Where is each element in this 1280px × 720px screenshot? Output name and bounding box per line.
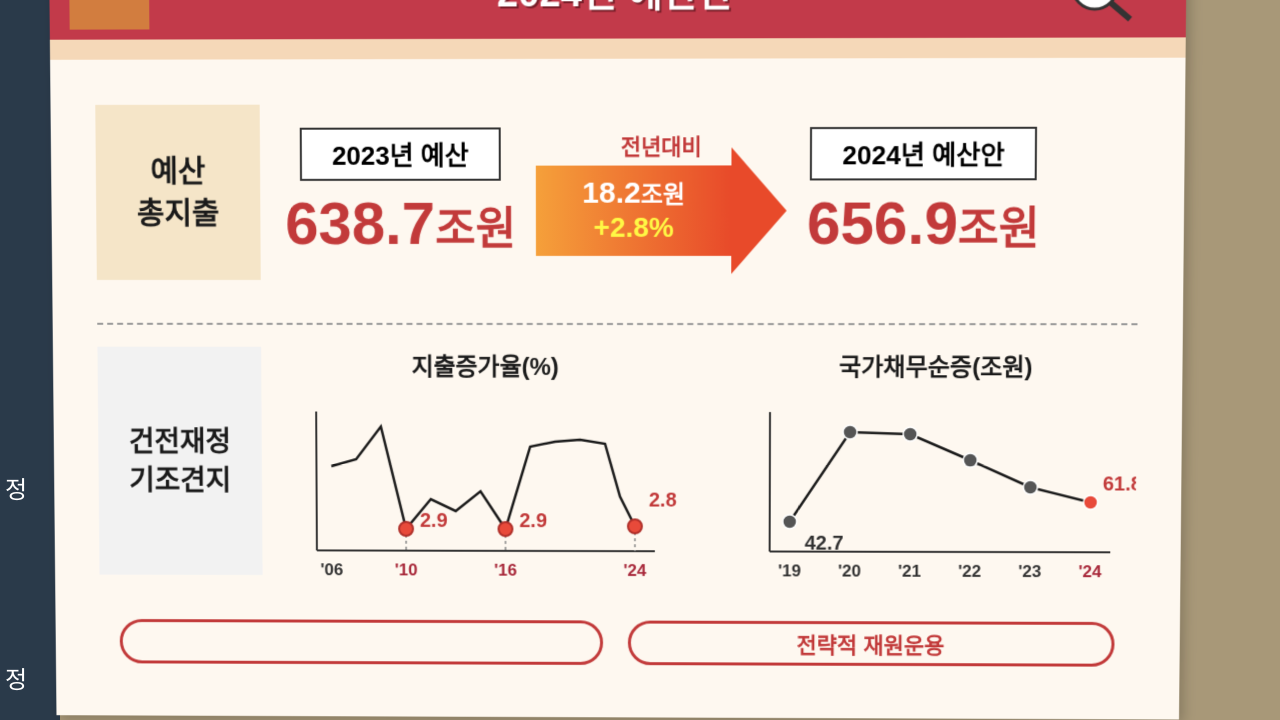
chart1-title: 지출증가율(%) <box>286 347 685 382</box>
poster-board: 2024년 예산안 예산 총지출 2023년 예산 638.7조원 전년대비 <box>49 0 1186 720</box>
bottom-box-1 <box>120 619 603 665</box>
svg-text:42.7: 42.7 <box>805 533 844 555</box>
svg-text:'10: '10 <box>395 561 418 580</box>
budget-2023-box: 2023년 예산 638.7조원 <box>285 127 516 258</box>
chart-expenditure-growth: 지출증가율(%) 2.9 2.9 2.8 '06 '10 '16 '24 <box>286 347 685 596</box>
arrow-head-icon <box>731 147 787 274</box>
section2-label: 건전재정 기조견지 <box>97 347 262 575</box>
chart2-title: 국가채무순증(조원) <box>735 347 1137 382</box>
svg-text:'21: '21 <box>898 562 921 581</box>
header-title: 2024년 예산안 <box>497 0 733 18</box>
svg-text:'24: '24 <box>623 561 646 580</box>
arrow-body: 18.2조원 +2.8% <box>536 165 732 255</box>
svg-text:'20: '20 <box>838 562 861 581</box>
arrow-percent: +2.8% <box>593 211 673 243</box>
svg-text:'06: '06 <box>320 560 343 579</box>
svg-text:'23: '23 <box>1018 562 1041 581</box>
header-band: 2024년 예산안 <box>49 0 1186 40</box>
svg-text:2.9: 2.9 <box>519 510 547 532</box>
bottom-category-boxes: 전략적 재원운용 <box>100 619 1135 667</box>
section-budget-total: 예산 총지출 2023년 예산 638.7조원 전년대비 18.2조원 +2.8… <box>95 88 1140 295</box>
charts-container: 지출증가율(%) 2.9 2.9 2.8 '06 '10 '16 '24 국가채무순증(조원… <box>286 347 1137 597</box>
bg-side-text-2: 정 <box>5 660 27 695</box>
svg-text:61.8: 61.8 <box>1103 473 1137 495</box>
svg-text:'16: '16 <box>494 561 517 580</box>
budget-2023-title: 2023년 예산 <box>300 127 501 180</box>
torn-edge-decoration <box>50 37 1186 59</box>
budget-2024-value: 656.9조원 <box>807 188 1040 258</box>
header-deco-buildings-icon <box>69 0 149 30</box>
budget-2024-box: 2024년 예산안 656.9조원 <box>807 126 1041 257</box>
arrow-amount: 18.2조원 <box>582 177 685 212</box>
svg-text:2.9: 2.9 <box>420 510 448 532</box>
chart-national-debt: 국가채무순증(조원) 42.7 61.8 '19 '20 '21 '22 '23 '24 <box>735 347 1138 597</box>
comparison-arrow: 전년대비 18.2조원 +2.8% <box>536 129 787 256</box>
svg-text:'19: '19 <box>778 561 801 580</box>
section-divider <box>97 323 1137 325</box>
budget-2024-title: 2024년 예산안 <box>810 126 1037 180</box>
section1-content: 2023년 예산 638.7조원 전년대비 18.2조원 +2.8% <box>285 126 1140 257</box>
chart1-svg: 2.9 2.9 2.8 '06 '10 '16 '24 <box>286 392 685 591</box>
section-fiscal-stance: 건전재정 기조견지 지출증가율(%) 2.9 2.9 2.8 '06 '10 '16 '24… <box>97 347 1137 598</box>
chart2-svg: 42.7 61.8 '19 '20 '21 '22 '23 '24 <box>735 392 1137 592</box>
svg-text:'22: '22 <box>958 562 981 581</box>
svg-text:'24: '24 <box>1078 562 1102 581</box>
content-area: 예산 총지출 2023년 예산 638.7조원 전년대비 18.2조원 +2.8… <box>50 58 1186 687</box>
bg-side-text-1: 정 <box>5 470 27 505</box>
budget-2023-value: 638.7조원 <box>285 188 516 257</box>
bottom-box-2: 전략적 재원운용 <box>627 621 1114 667</box>
header-deco-magnifier-icon <box>1044 0 1146 28</box>
section1-label: 예산 총지출 <box>95 105 260 280</box>
svg-text:2.8: 2.8 <box>649 490 677 512</box>
